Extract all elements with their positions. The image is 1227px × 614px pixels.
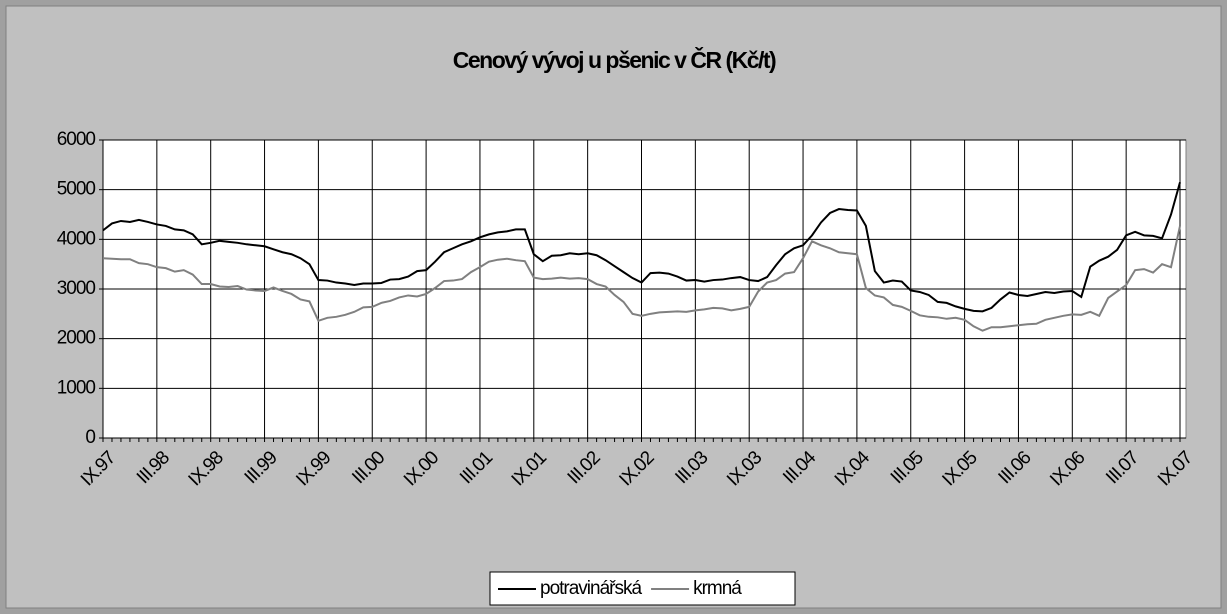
series-line (102, 225, 1181, 332)
y-tick-label: 1000 (57, 377, 96, 398)
legend-label: krmná (693, 578, 742, 599)
y-tick-label: 3000 (57, 278, 96, 299)
chart-title: Cenový vývoj u pšenic v ČR (Kč/t) (453, 46, 776, 73)
y-tick-label: 4000 (57, 228, 96, 249)
y-tick-label: 2000 (57, 328, 96, 349)
series-line (102, 181, 1181, 313)
y-tick-label: 5000 (57, 179, 96, 200)
y-tick-label: 0 (85, 427, 95, 448)
legend-label: potravinářská (540, 578, 642, 599)
legend (489, 571, 796, 606)
y-tick-label: 6000 (57, 129, 96, 150)
